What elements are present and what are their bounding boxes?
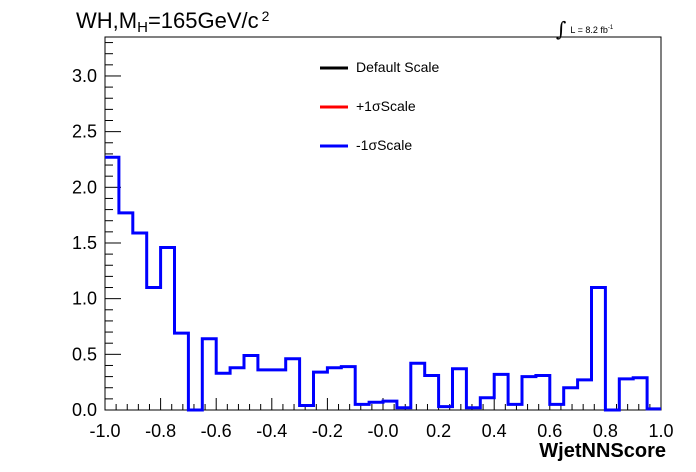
histogram-line <box>105 155 661 412</box>
y-tick-label: 0.5 <box>72 344 97 364</box>
chart-title: WH,MH=165GeV/c 2 <box>76 8 270 36</box>
y-tick-label: 1.5 <box>72 233 97 253</box>
lumi-text: L = 8.2 fb <box>570 25 608 35</box>
y-tick-label: 3.0 <box>72 66 97 86</box>
x-axis: -1.0 -0.8 -0.6 -0.4 -0.2 -0.0 0.2 0.4 0.6 0.8 1.0 <box>89 398 674 441</box>
y-tick-label: 2.0 <box>72 177 97 197</box>
x-tick-label: -0.6 <box>201 421 232 441</box>
x-tick-label: -0.0 <box>367 421 398 441</box>
x-tick-label: 0.2 <box>426 421 451 441</box>
x-tick-label: 0.4 <box>482 421 507 441</box>
title-superscript: 2 <box>261 8 270 24</box>
legend-markers <box>320 66 348 148</box>
x-tick-label: 1.0 <box>648 421 673 441</box>
x-axis-label: WjetNNScore <box>539 440 666 462</box>
y-axis: 0.0 0.5 1.0 1.5 2.0 2.5 3.0 <box>72 42 121 420</box>
x-tick-label: -1.0 <box>89 421 120 441</box>
x-tick-label: -0.8 <box>145 421 176 441</box>
x-tick-label: 0.8 <box>593 421 618 441</box>
y-tick-label: 1.0 <box>72 289 97 309</box>
y-tick-label: 0.0 <box>72 400 97 420</box>
luminosity-label: ∫ L = 8.2 fb-1 <box>556 14 614 41</box>
integral-symbol: ∫ <box>556 17 567 41</box>
y-tick-label: 2.5 <box>72 122 97 142</box>
legend-label-minus: -1σScale <box>356 137 413 153</box>
lumi-exponent: -1 <box>607 25 614 31</box>
title-rest: =165GeV/c <box>147 8 259 33</box>
x-tick-label: -0.4 <box>256 421 287 441</box>
legend-label-plus: +1σScale <box>356 98 416 114</box>
title-main: WH,M <box>76 8 138 33</box>
title-subscript: H <box>137 19 148 36</box>
histogram-series <box>105 155 661 412</box>
x-tick-label: -0.2 <box>312 421 343 441</box>
x-tick-label: 0.6 <box>537 421 562 441</box>
legend-label-default: Default Scale <box>356 59 440 75</box>
